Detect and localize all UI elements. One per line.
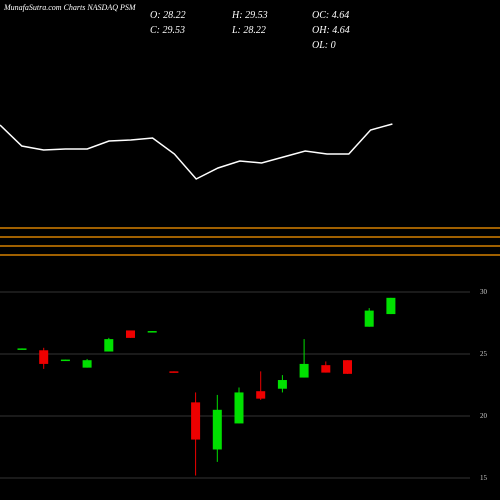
stat-label: OH:: [312, 25, 330, 36]
price-line: [0, 123, 393, 180]
stat-value: 28.22: [243, 25, 266, 36]
candle-body: [60, 359, 70, 362]
candle-body: [39, 350, 49, 364]
candle-body: [256, 391, 266, 399]
stat: C: 29.53: [150, 25, 185, 36]
y-tick-label: 20: [480, 412, 488, 420]
stat: O: 28.22: [150, 10, 186, 21]
stat: OC: 4.64: [312, 10, 349, 21]
stat-value: 4.64: [332, 25, 350, 36]
y-tick-label: 30: [480, 288, 488, 296]
candle-body: [299, 363, 309, 378]
candle-body: [126, 330, 135, 338]
candle-body: [82, 360, 92, 368]
chart-title: MunafaSutra.com Charts NASDAQ PSM: [3, 3, 137, 12]
levels: [0, 227, 500, 256]
candle-body: [169, 371, 179, 373]
stat-label: C:: [150, 25, 160, 36]
stat: OH: 4.64: [312, 25, 350, 36]
stat-label: L:: [231, 25, 241, 36]
stat-label: OL:: [312, 40, 328, 51]
stat-label: O:: [150, 10, 161, 21]
candle-body: [147, 331, 157, 333]
candle-body: [104, 339, 114, 352]
stat-value: 29.53: [245, 10, 268, 21]
candle-body: [364, 310, 374, 327]
candle-body: [212, 409, 222, 450]
candle-body: [191, 402, 201, 440]
stat: OL: 0: [312, 40, 336, 51]
y-tick-label: 15: [480, 474, 488, 482]
stat-value: 0: [331, 40, 336, 51]
candle-body: [277, 380, 287, 389]
stat: H: 29.53: [231, 10, 268, 21]
y-tick-label: 25: [480, 350, 488, 358]
candle-body: [17, 348, 27, 350]
stat-value: 28.22: [163, 10, 186, 21]
stat-label: OC:: [312, 10, 329, 21]
candle-body: [386, 297, 396, 315]
candle-body: [321, 365, 331, 373]
candle-body: [343, 360, 352, 374]
stat: L: 28.22: [231, 25, 266, 36]
stat-value: 29.53: [163, 25, 186, 36]
stat-value: 4.64: [332, 10, 350, 21]
candle-body: [234, 392, 244, 424]
stat-label: H:: [231, 10, 243, 21]
